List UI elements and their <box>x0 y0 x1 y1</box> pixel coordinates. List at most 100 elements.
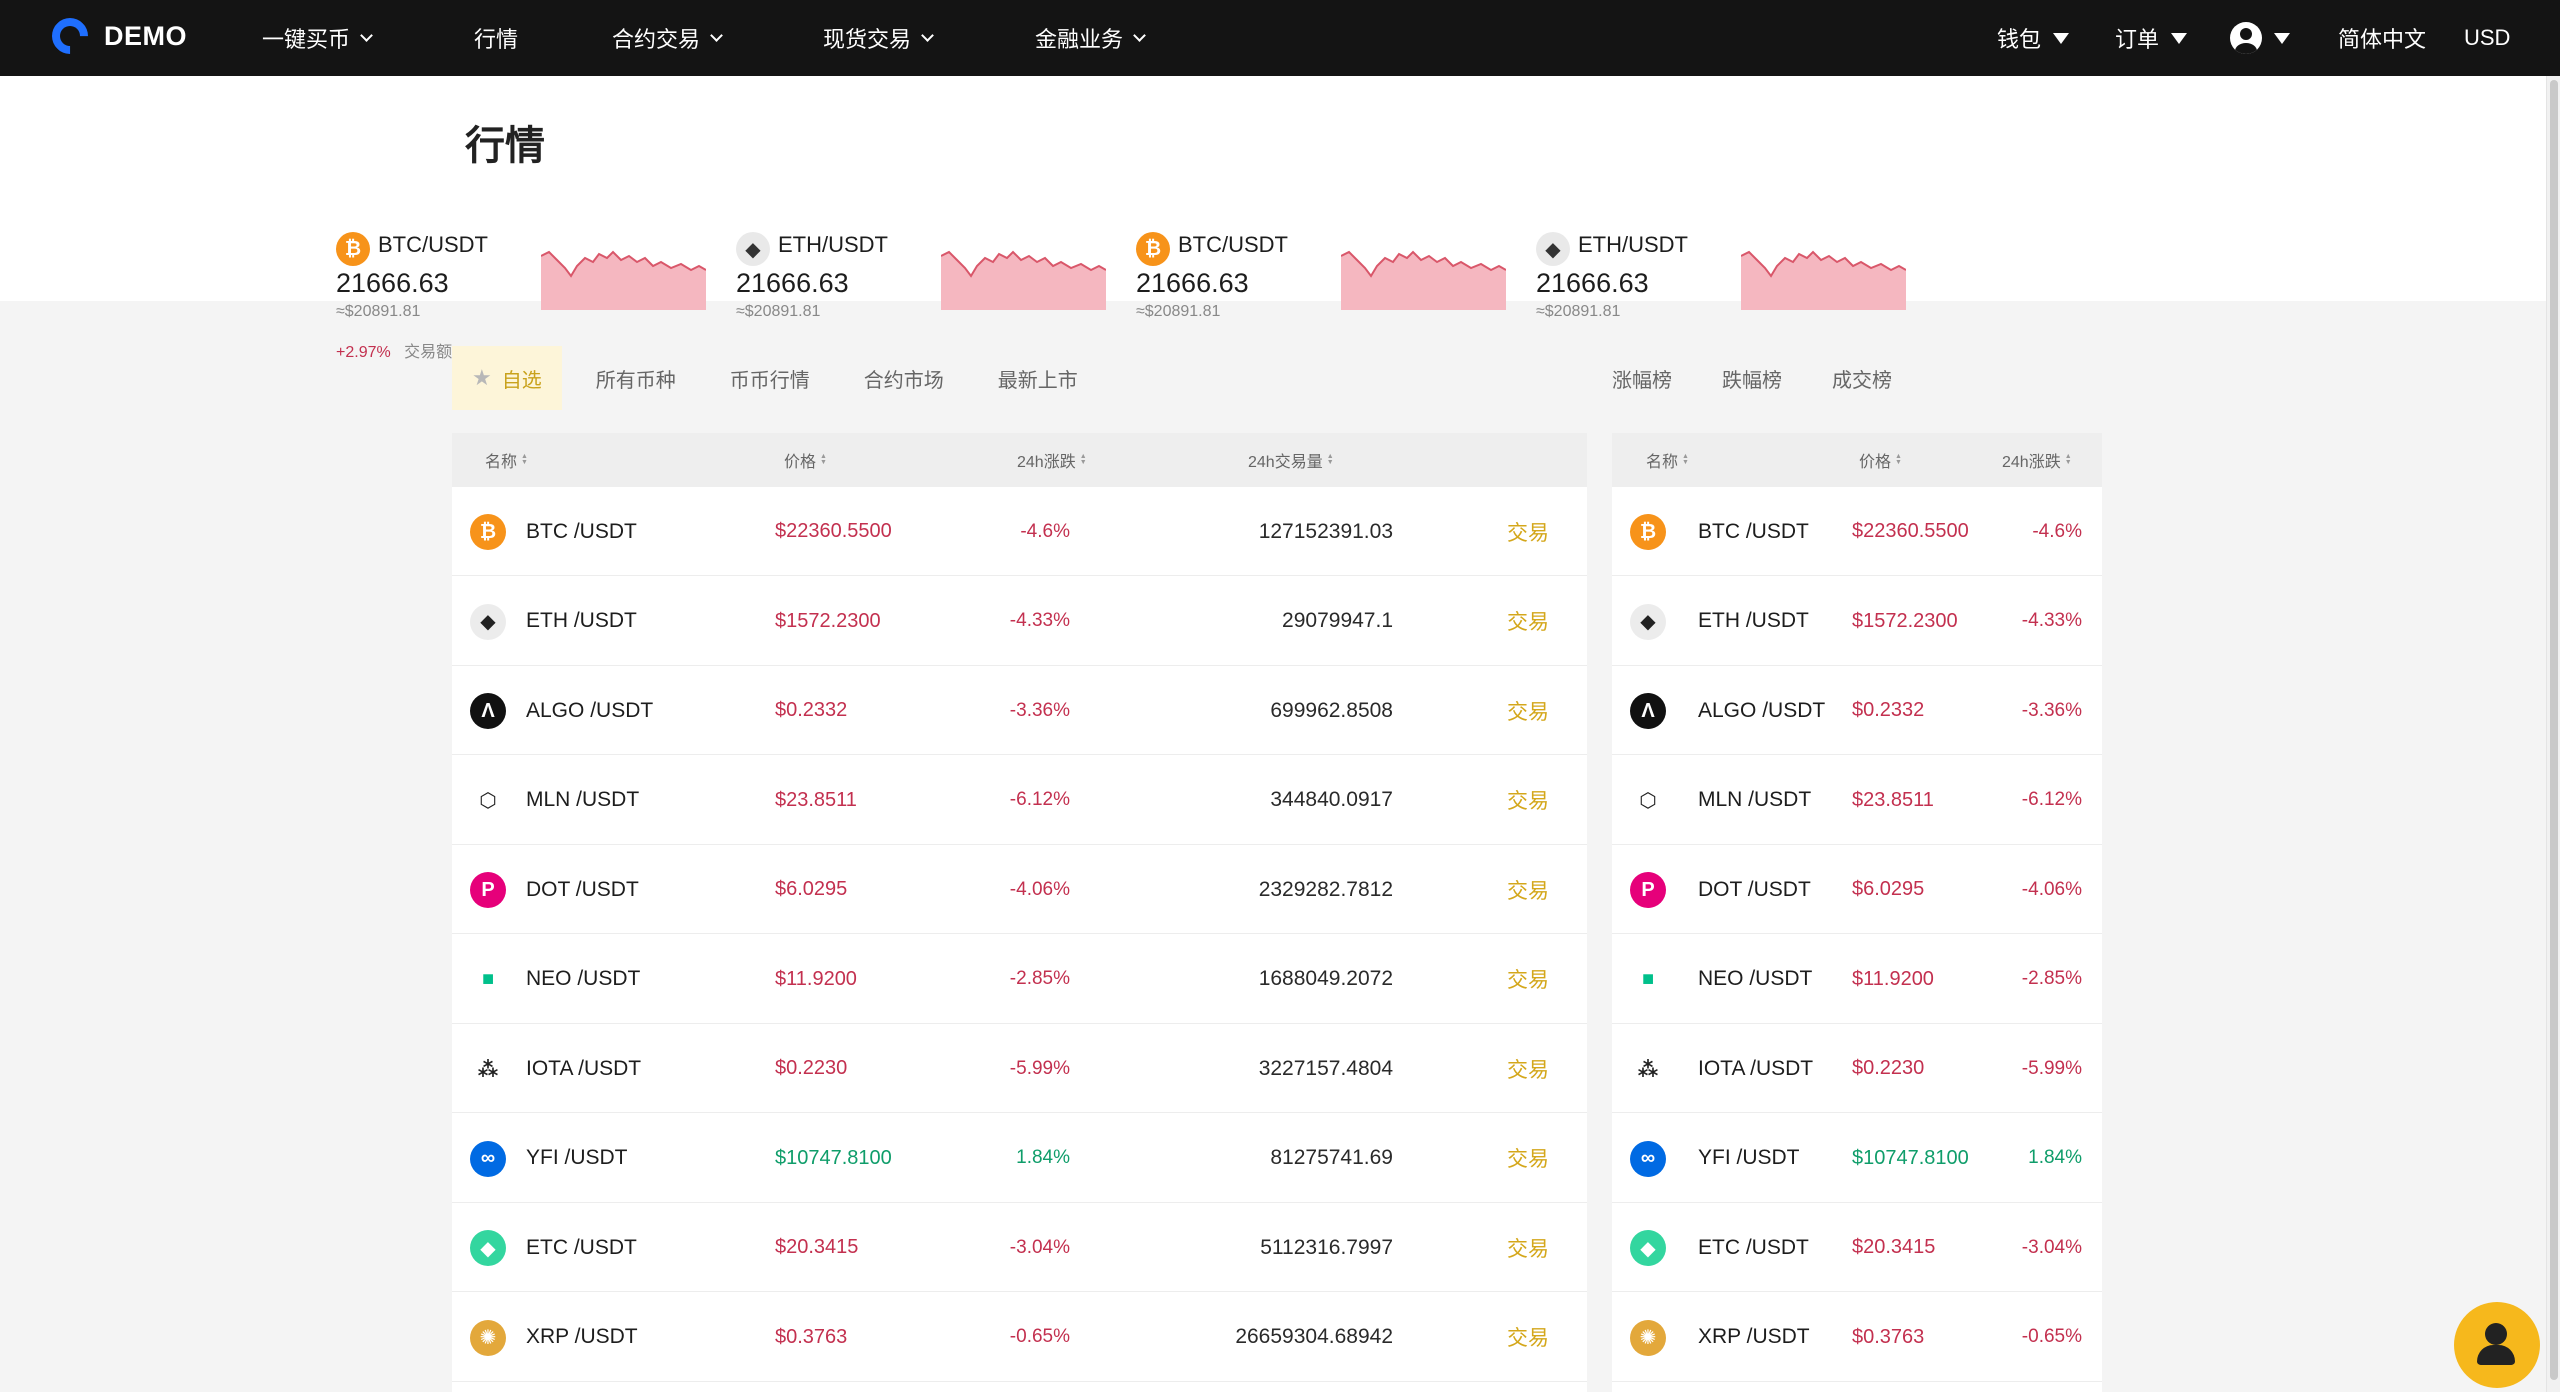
tab-contract-market[interactable]: 合约市场 <box>844 346 964 410</box>
ticker-card[interactable]: ₿ BTC/USDT 21666.63 ≈$20891.81 <box>1136 230 1526 320</box>
volume-value: 127152391.03 <box>1258 519 1393 543</box>
price-value: $23.8511 <box>1852 788 1934 811</box>
pair-name: ALGO /USDT <box>526 698 654 722</box>
table-row[interactable]: ∞ YFI /USDT $10747.8100 1.84% <box>1612 1113 2102 1203</box>
currency-label: USD <box>2464 25 2511 50</box>
market-tabs: ★ 自选 所有币种 币币行情 合约市场 最新上市 <box>452 346 1112 410</box>
wallet-menu[interactable]: 钱包 <box>1997 0 2070 76</box>
trade-button[interactable]: 交易 <box>1507 790 1549 813</box>
tab-gainers[interactable]: 涨幅榜 <box>1612 369 1672 392</box>
nav-item-contract[interactable]: 合约交易 <box>612 0 723 76</box>
table-row[interactable]: ✺ XRP /USDT $0.3763 -0.65% <box>1612 1292 2102 1382</box>
change-value: 1.84% <box>2028 1147 2082 1168</box>
pair-name: XRP /USDT <box>1698 1325 1810 1348</box>
sort-name[interactable]: 名称 ▲ ▼ <box>1646 433 1689 487</box>
sort-change[interactable]: 24h涨跌 ▲ ▼ <box>1017 433 1087 487</box>
pair-name: YFI /USDT <box>1698 1146 1800 1169</box>
table-row[interactable]: Λ ALGO /USDT $0.2332 -3.36% 699962.8508 交易 <box>452 666 1587 755</box>
customer-support-button[interactable] <box>2454 1302 2540 1388</box>
ticker-pair: BTC/USDT <box>1178 232 1288 257</box>
price-value: $23.8511 <box>775 788 857 811</box>
nav-item-label: 合约交易 <box>612 27 701 52</box>
trade-button[interactable]: 交易 <box>1507 1327 1549 1350</box>
ticker-extra: +2.97% 交易额 <box>336 338 452 362</box>
ticker-card[interactable]: ◆ ETH/USDT 21666.63 ≈$20891.81 <box>736 230 1126 320</box>
ethereum-icon: ◆ <box>470 603 506 640</box>
nav-item-label: 金融业务 <box>1035 27 1124 52</box>
trade-button[interactable]: 交易 <box>1507 969 1549 992</box>
table-row[interactable]: ✺ XRP /USDT $0.3763 -0.65% 26659304.68942 交易 <box>452 1292 1587 1382</box>
change-value: -0.65% <box>1009 1326 1070 1347</box>
table-row[interactable]: ◆ ETC /USDT $20.3415 -3.04% <box>1612 1203 2102 1292</box>
logo-icon <box>44 10 96 62</box>
nav-item-market[interactable]: 行情 <box>474 0 518 76</box>
sparkline <box>941 250 1106 310</box>
table-row[interactable]: ⁂ IOTA /USDT $0.2230 -5.99% 3227157.4804 交易 <box>452 1024 1587 1113</box>
tab-spot-market[interactable]: 币币行情 <box>710 346 830 410</box>
sort-volume[interactable]: 24h交易量 ▲ ▼ <box>1248 433 1334 487</box>
price-value: $20.3415 <box>1852 1236 1936 1258</box>
pair-name: YFI /USDT <box>526 1146 628 1169</box>
bitcoin-icon: ₿ <box>336 232 370 266</box>
table-row[interactable]: ⁂ IOTA /USDT $0.2230 -5.99% <box>1612 1024 2102 1113</box>
tab-new-listings[interactable]: 最新上市 <box>978 346 1098 410</box>
language-switch[interactable]: 简体中文 <box>2338 0 2426 76</box>
logo[interactable]: DEMO <box>44 10 187 62</box>
nav-item-finance[interactable]: 金融业务 <box>1035 0 1146 76</box>
tab-volume[interactable]: 成交榜 <box>1832 369 1892 392</box>
change-value: -3.04% <box>2021 1236 2082 1258</box>
ticker-price: 21666.63 <box>736 268 849 298</box>
pair-name: IOTA /USDT <box>1698 1056 1814 1080</box>
sort-price[interactable]: 价格 ▲ ▼ <box>1859 433 1902 487</box>
trade-button[interactable]: 交易 <box>1507 700 1549 724</box>
table-row[interactable]: Λ ALGO /USDT $0.2332 -3.36% <box>1612 666 2102 755</box>
table-row[interactable]: P DOT /USDT $6.0295 -4.06% 2329282.7812 交易 <box>452 845 1587 934</box>
page-scrollbar[interactable] <box>2546 76 2560 1392</box>
sort-change[interactable]: 24h涨跌 ▲ ▼ <box>2002 433 2072 487</box>
change-value: -4.6% <box>2032 520 2082 542</box>
table-row[interactable]: P DOT /USDT $6.0295 -4.06% <box>1612 845 2102 934</box>
orders-menu[interactable]: 订单 <box>2115 0 2188 76</box>
table-row[interactable]: ◆ ETC /USDT $20.3415 -3.04% 5112316.7997 交易 <box>452 1203 1587 1292</box>
star-icon: ★ <box>472 365 492 390</box>
sort-price[interactable]: 价格 ▲ ▼ <box>784 433 827 487</box>
scrollbar-thumb[interactable] <box>2550 80 2558 1380</box>
wallet-label: 钱包 <box>1997 27 2042 52</box>
trade-button[interactable]: 交易 <box>1507 521 1549 545</box>
table-row[interactable]: ■ NEO /USDT $11.9200 -2.85% <box>1612 934 2102 1024</box>
tab-favorites[interactable]: ★ 自选 <box>452 346 562 410</box>
table-row[interactable]: ∞ YFI /USDT $10747.8100 1.84% 81275741.69 交易 <box>452 1113 1587 1203</box>
tab-all-coins[interactable]: 所有币种 <box>576 346 696 410</box>
header-label: 24h涨跌 <box>2002 454 2061 471</box>
trade-button[interactable]: 交易 <box>1507 1058 1549 1082</box>
table-row[interactable]: ⬡ MLN /USDT $23.8511 -6.12% <box>1612 755 2102 845</box>
table-row[interactable]: ◆ ETH /USDT $1572.2300 -4.33% <box>1612 576 2102 666</box>
trade-button[interactable]: 交易 <box>1507 611 1549 634</box>
rank-tabs: 涨幅榜 跌幅榜 成交榜 <box>1612 346 1942 410</box>
ticker-card[interactable]: ₿ BTC/USDT 21666.63 ≈$20891.81 <box>336 230 726 320</box>
ticker-card[interactable]: ◆ ETH/USDT 21666.63 ≈$20891.81 <box>1536 230 1926 320</box>
nav-item-buy[interactable]: 一键买币 <box>262 0 373 76</box>
account-menu[interactable] <box>2230 0 2290 76</box>
header-label: 价格 <box>784 454 817 471</box>
table-row[interactable]: ₿ BTC /USDT $22360.5500 -4.6% 127152391.03 交易 <box>452 487 1587 576</box>
sort-icon: ▲ ▼ <box>1895 453 1902 466</box>
trade-button[interactable]: 交易 <box>1507 1237 1549 1261</box>
table-row[interactable]: ₿ BTC /USDT $22360.5500 -4.6% <box>1612 487 2102 576</box>
page-title: 行情 <box>465 124 545 168</box>
currency-switch[interactable]: USD <box>2464 0 2510 76</box>
trade-button[interactable]: 交易 <box>1507 1148 1549 1171</box>
iota-icon: ⁂ <box>1630 1051 1666 1087</box>
sort-name[interactable]: 名称 ▲ ▼ <box>485 433 528 487</box>
trade-button[interactable]: 交易 <box>1507 879 1549 903</box>
table-row[interactable]: ◆ ETH /USDT $1572.2300 -4.33% 29079947.1 交易 <box>452 576 1587 666</box>
price-value: $20.3415 <box>775 1236 859 1258</box>
neo-icon: ■ <box>470 961 506 998</box>
change-value: -0.65% <box>2021 1326 2082 1347</box>
nav-item-spot[interactable]: 现货交易 <box>823 0 934 76</box>
table-row[interactable]: ⬡ MLN /USDT $23.8511 -6.12% 344840.0917 交易 <box>452 755 1587 845</box>
nav-item-label: 行情 <box>474 27 519 52</box>
tab-losers[interactable]: 跌幅榜 <box>1722 369 1782 392</box>
ticker-price: 21666.63 <box>336 268 449 298</box>
table-row[interactable]: ■ NEO /USDT $11.9200 -2.85% 1688049.2072 交易 <box>452 934 1587 1024</box>
